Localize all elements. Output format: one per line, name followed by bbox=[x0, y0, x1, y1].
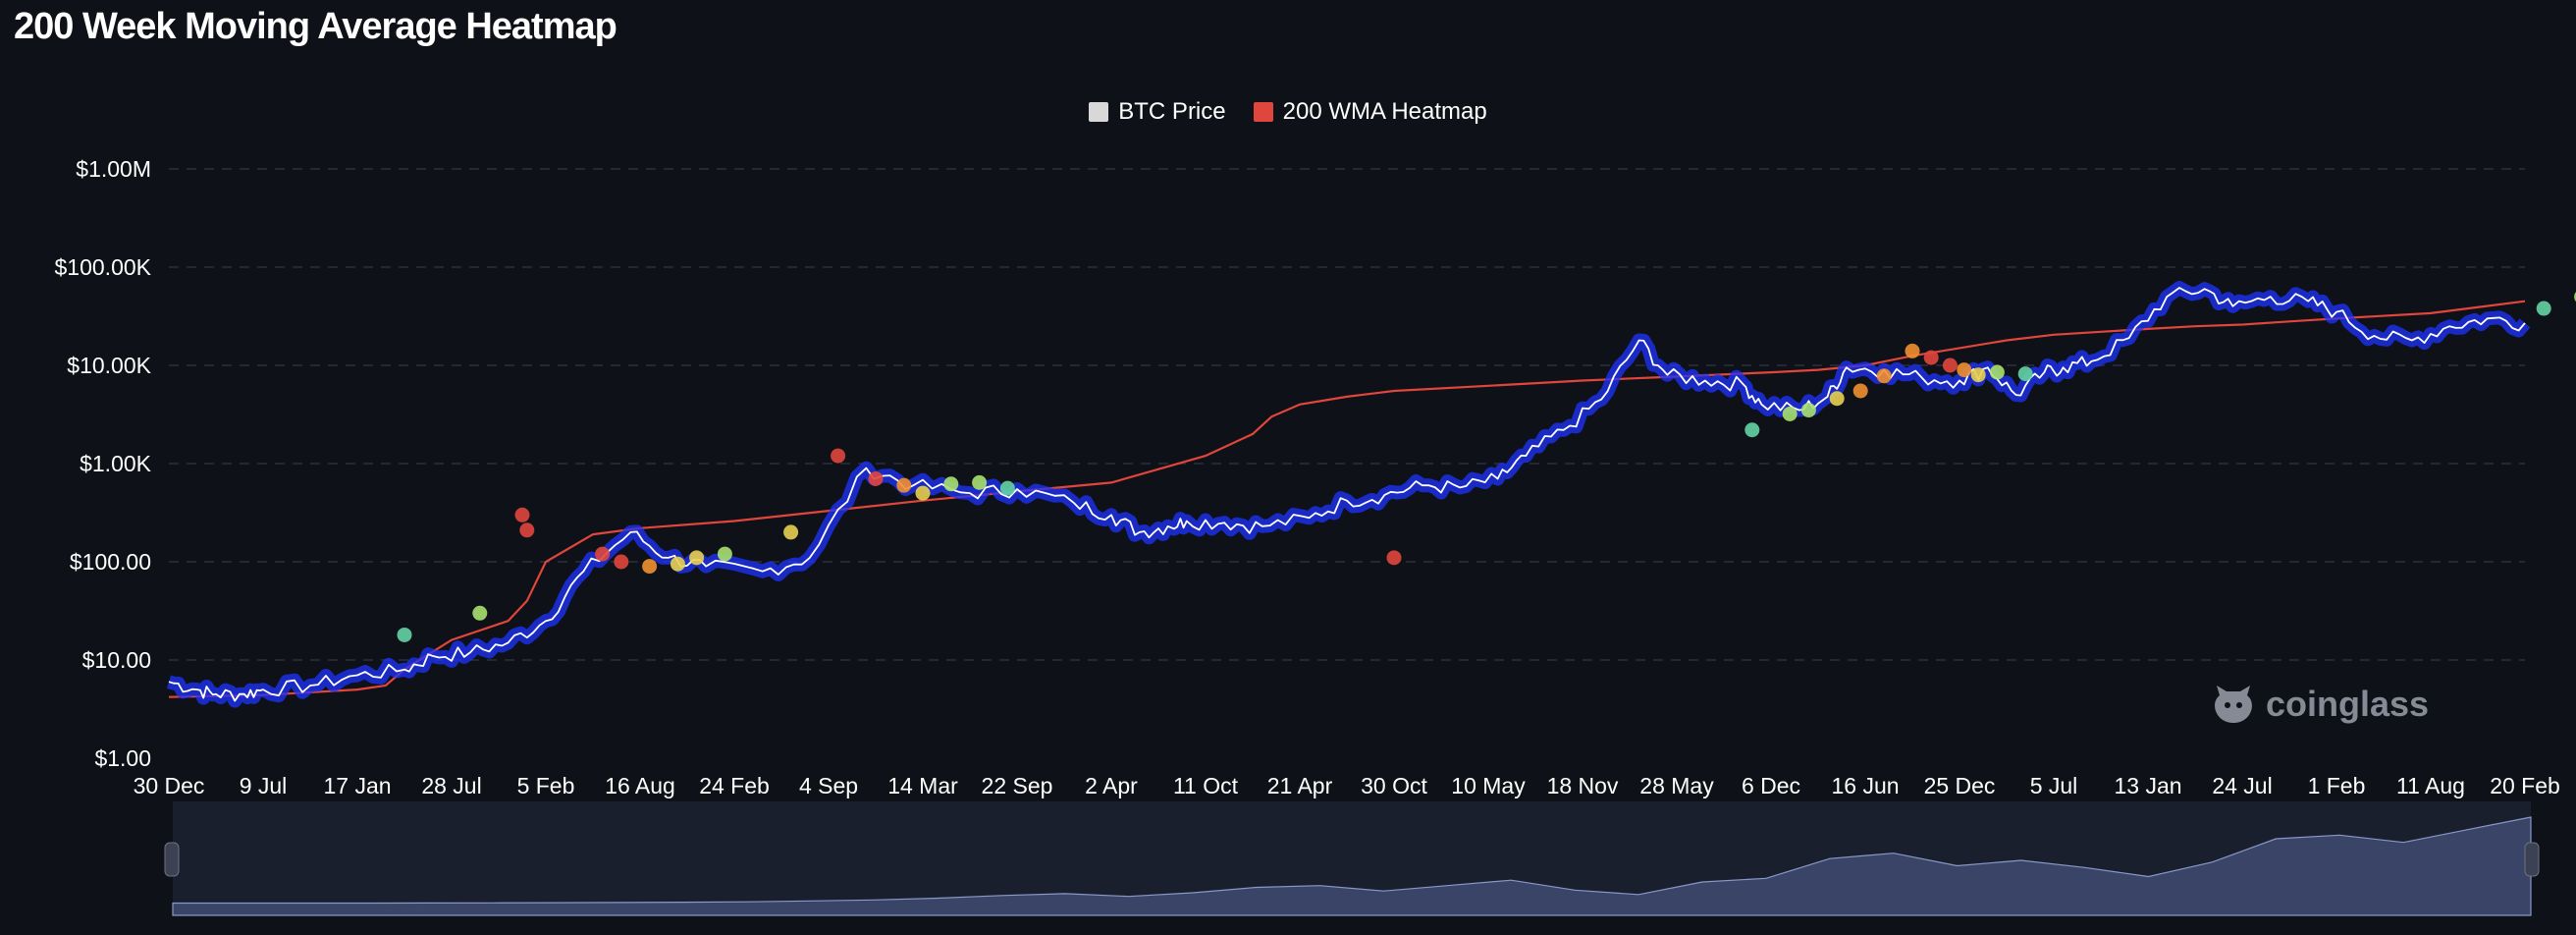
heat-dot bbox=[1876, 368, 1892, 384]
y-tick-label: $10.00 bbox=[82, 647, 151, 673]
y-tick-label: $1.00 bbox=[94, 745, 151, 771]
x-tick-label: 11 Aug bbox=[2396, 773, 2465, 798]
heat-dot bbox=[999, 480, 1015, 496]
y-axis-labels: $1.00M $100.00K $10.00K $1.00K $100.00 $10.00… bbox=[55, 156, 152, 771]
heat-dot bbox=[2017, 366, 2033, 382]
heat-dot bbox=[689, 550, 705, 566]
x-tick-label: 25 Dec bbox=[1924, 773, 1996, 798]
gridlines bbox=[169, 168, 2525, 661]
heat-dot bbox=[943, 476, 959, 492]
x-tick-label: 22 Sep bbox=[982, 773, 1053, 798]
heat-dot bbox=[1800, 403, 1816, 418]
heat-dot bbox=[1744, 422, 1760, 438]
x-tick-label: 9 Jul bbox=[240, 773, 288, 798]
navigator-area bbox=[172, 816, 2532, 916]
legend-swatch-btc bbox=[1089, 102, 1109, 122]
x-tick-label: 24 Feb bbox=[699, 773, 770, 798]
heat-dot bbox=[831, 448, 846, 464]
heat-dot bbox=[472, 605, 488, 621]
heat-dot bbox=[642, 559, 658, 575]
heat-dot bbox=[915, 485, 931, 501]
heat-dot bbox=[1970, 367, 1986, 383]
heat-dot bbox=[868, 470, 884, 486]
price-series bbox=[166, 281, 2531, 708]
legend-item-200wma[interactable]: 200 WMA Heatmap bbox=[1253, 98, 1487, 126]
x-tick-label: 13 Jan bbox=[2114, 773, 2181, 798]
heat-dot bbox=[1905, 343, 1920, 358]
heat-dot bbox=[1957, 362, 1972, 378]
x-tick-label: 30 Oct bbox=[1361, 773, 1427, 798]
navigator-handle-right[interactable] bbox=[2524, 842, 2540, 877]
watermark-text: coinglass bbox=[2266, 684, 2430, 724]
wma-line bbox=[168, 300, 2526, 698]
navigator-handle-left[interactable] bbox=[164, 842, 180, 877]
heat-dot bbox=[397, 627, 412, 642]
x-axis-labels: 30 Dec 9 Jul 17 Jan 28 Jul 5 Feb 16 Aug 24 Feb… bbox=[134, 773, 2560, 798]
heat-dot bbox=[2536, 301, 2551, 316]
x-tick-label: 5 Feb bbox=[517, 773, 575, 798]
x-tick-label: 21 Apr bbox=[1267, 773, 1333, 798]
wma-series bbox=[168, 300, 2526, 698]
x-tick-label: 11 Oct bbox=[1173, 773, 1239, 798]
heat-dot bbox=[783, 524, 799, 540]
coinglass-logo-icon bbox=[2215, 686, 2252, 723]
x-tick-label: 20 Feb bbox=[2490, 773, 2560, 798]
coinglass-watermark: coinglass bbox=[2211, 682, 2429, 727]
heat-dot bbox=[519, 522, 535, 538]
heat-dot bbox=[1782, 406, 1798, 421]
legend-item-btc-price[interactable]: BTC Price bbox=[1089, 98, 1226, 126]
x-tick-label: 16 Jun bbox=[1831, 773, 1899, 798]
y-tick-label: $1.00M bbox=[76, 156, 151, 182]
heat-dot bbox=[972, 474, 988, 490]
heat-dots bbox=[397, 292, 2576, 642]
x-tick-label: 5 Jul bbox=[2030, 773, 2078, 798]
x-tick-label: 28 May bbox=[1639, 773, 1714, 798]
y-tick-label: $100.00K bbox=[55, 254, 152, 280]
legend-label-wma: 200 WMA Heatmap bbox=[1282, 98, 1487, 125]
x-tick-label: 1 Feb bbox=[2308, 773, 2366, 798]
heat-dot bbox=[670, 556, 685, 572]
price-heat-band bbox=[166, 281, 2531, 708]
heat-dot bbox=[717, 546, 732, 562]
y-tick-label: $100.00 bbox=[70, 549, 151, 575]
heat-dot bbox=[1829, 391, 1845, 407]
heat-dot bbox=[514, 507, 530, 522]
x-tick-label: 30 Dec bbox=[134, 773, 205, 798]
x-tick-label: 16 Aug bbox=[605, 773, 675, 798]
price-line bbox=[168, 287, 2526, 702]
x-tick-label: 6 Dec bbox=[1742, 773, 1800, 798]
navigator[interactable] bbox=[164, 801, 2540, 916]
heat-dot bbox=[896, 477, 912, 493]
x-tick-label: 17 Jan bbox=[323, 773, 391, 798]
page-title: 200 Week Moving Average Heatmap bbox=[14, 6, 617, 47]
x-tick-label: 24 Jul bbox=[2212, 773, 2272, 798]
x-tick-label: 2 Apr bbox=[1085, 773, 1138, 798]
x-tick-label: 18 Nov bbox=[1547, 773, 1619, 798]
x-tick-label: 4 Sep bbox=[799, 773, 858, 798]
heat-dot bbox=[1852, 383, 1868, 399]
x-tick-label: 10 May bbox=[1451, 773, 1526, 798]
legend-swatch-wma bbox=[1253, 102, 1273, 122]
heat-dot bbox=[595, 546, 611, 562]
heat-dot bbox=[1386, 550, 1402, 566]
legend-label-btc: BTC Price bbox=[1118, 98, 1226, 125]
x-tick-label: 28 Jul bbox=[421, 773, 481, 798]
heat-dot bbox=[1923, 350, 1939, 365]
y-tick-label: $1.00K bbox=[80, 451, 152, 476]
heat-dot bbox=[614, 554, 629, 570]
chart-legend: BTC Price 200 WMA Heatmap bbox=[0, 98, 2576, 126]
y-tick-label: $10.00K bbox=[67, 353, 151, 378]
heat-dot bbox=[1942, 358, 1958, 373]
heat-dot bbox=[1989, 364, 2005, 380]
x-tick-label: 14 Mar bbox=[887, 773, 958, 798]
